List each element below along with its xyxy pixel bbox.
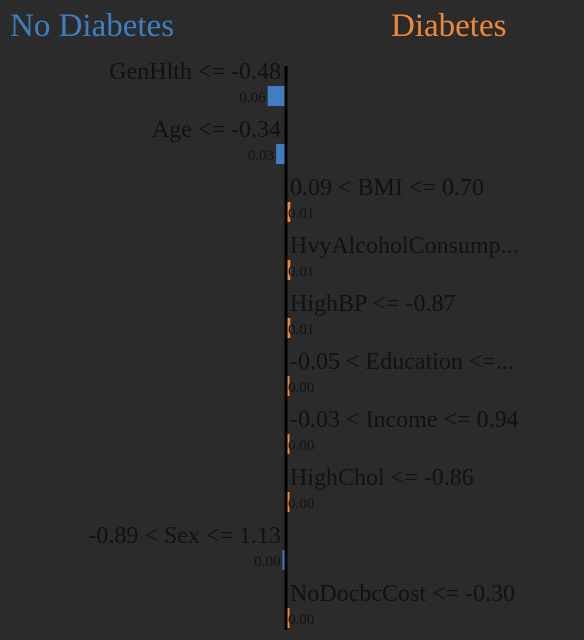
contribution-value-label: 0.03 bbox=[248, 148, 274, 164]
contribution-value-label: 0.00 bbox=[288, 438, 314, 454]
contribution-value-label: 0.01 bbox=[288, 264, 314, 280]
contribution-bar bbox=[287, 492, 290, 512]
feature-label: HvyAlcoholConsump... bbox=[290, 233, 519, 259]
feature-label: HighChol <= -0.86 bbox=[290, 465, 474, 491]
feature-label: -0.03 < Income <= 0.94 bbox=[290, 407, 519, 433]
contribution-value-label: 0.00 bbox=[288, 496, 314, 512]
class-label-no-diabetes: No Diabetes bbox=[10, 8, 174, 44]
contribution-value-label: 0.00 bbox=[288, 380, 314, 396]
contribution-bar bbox=[276, 144, 285, 164]
contribution-bar bbox=[287, 202, 291, 222]
contribution-bar bbox=[287, 260, 291, 280]
contribution-bar bbox=[287, 318, 291, 338]
feature-label: -0.89 < Sex <= 1.13 bbox=[88, 523, 281, 549]
contribution-value-label: 0.01 bbox=[288, 322, 314, 338]
contribution-bar bbox=[287, 608, 290, 628]
class-label-diabetes: Diabetes bbox=[391, 8, 506, 44]
contribution-value-label: 0.01 bbox=[288, 206, 314, 222]
contribution-value-label: 0.00 bbox=[254, 554, 280, 570]
feature-label: 0.09 < BMI <= 0.70 bbox=[290, 175, 484, 201]
feature-label: HighBP <= -0.87 bbox=[290, 291, 456, 317]
contribution-bar bbox=[267, 86, 285, 106]
feature-label: -0.05 < Education <=... bbox=[290, 349, 514, 375]
feature-label: Age <= -0.34 bbox=[152, 117, 281, 143]
contribution-bar bbox=[287, 376, 290, 396]
feature-label: NoDocbcCost <= -0.30 bbox=[290, 581, 515, 607]
feature-rows: GenHlth <= -0.48 0.06 Age <= -0.34 0.03 0.09… bbox=[88, 59, 519, 628]
contribution-bar bbox=[282, 550, 285, 570]
contribution-value-label: 0.06 bbox=[239, 90, 266, 106]
feature-label: GenHlth <= -0.48 bbox=[109, 59, 281, 85]
contribution-value-label: 0.00 bbox=[288, 612, 314, 628]
contribution-bar bbox=[287, 434, 290, 454]
